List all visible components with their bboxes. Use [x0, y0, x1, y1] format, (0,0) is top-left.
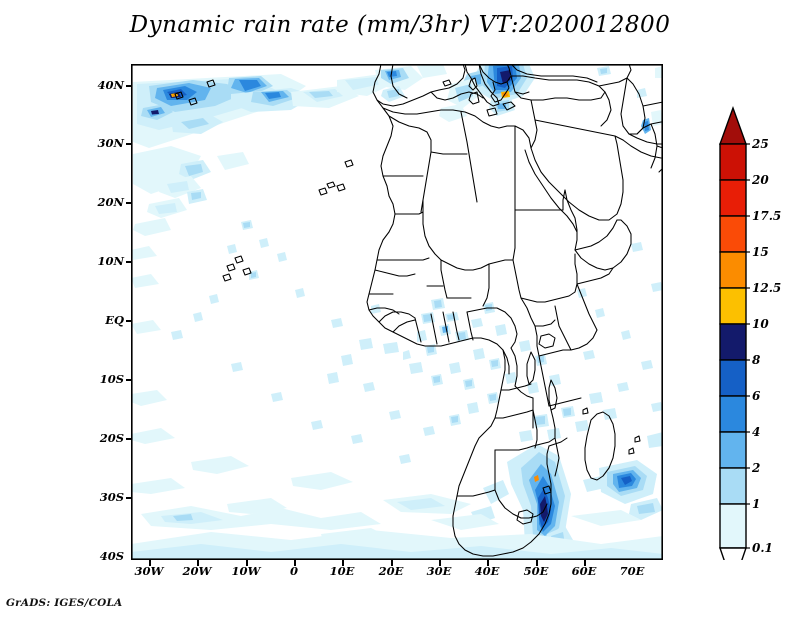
x-tick: [536, 560, 538, 566]
x-tick-label: 20W: [182, 564, 212, 578]
colorbar-segment-15-17.5: [719, 215, 747, 253]
colorbar-segment-12.5-15: [719, 251, 747, 289]
colorbar-ticks: [746, 143, 750, 549]
y-tick-label: 10S: [99, 372, 124, 386]
x-tick: [439, 560, 441, 566]
x-tick-label: 10W: [231, 564, 261, 578]
colorbar-label: 0.1: [752, 541, 773, 555]
colorbar-label: 6: [752, 389, 761, 403]
colorbar-label: 17.5: [752, 209, 782, 223]
colorbar-segment-1-2: [719, 467, 747, 505]
colorbar-segment-8-10: [719, 323, 747, 361]
y-tick-label: 30N: [97, 136, 124, 150]
x-tick: [149, 560, 151, 566]
colorbar-arrow-top: [719, 105, 747, 145]
map-frame: [131, 64, 663, 560]
colorbar-label: 15: [752, 245, 769, 259]
precipitation-field: [131, 64, 663, 560]
y-tick-label: 40S: [99, 549, 124, 563]
x-tick-label: 50E: [523, 564, 549, 578]
colorbar-segment-20-25: [719, 143, 747, 181]
x-tick-label: 60E: [571, 564, 597, 578]
colorbar-segment-0.1-1: [719, 503, 747, 549]
x-tick-label: 10E: [329, 564, 355, 578]
grads-credit: GrADS: IGES/COLA: [6, 597, 123, 609]
y-tick-label: 30S: [99, 490, 124, 504]
colorbar-arrow-bottom: [719, 547, 747, 560]
x-tick-label: 40E: [474, 564, 500, 578]
x-tick-label: 70E: [619, 564, 645, 578]
colorbar[interactable]: 25 20 17.5 15 12.5 10 8 6 4 2 1 0.1: [716, 64, 800, 560]
colorbar-segment-10-12.5: [719, 287, 747, 325]
precip-east-africa: [327, 298, 561, 426]
x-tick-label: 30E: [426, 564, 452, 578]
precip-turkey-caspian: [597, 66, 663, 134]
map-outlines: [174, 64, 663, 557]
colorbar-segment-6-8: [719, 359, 747, 397]
x-tick: [246, 560, 248, 566]
colorbar-segment-17.5-20: [719, 179, 747, 217]
colorbar-label: 25: [752, 137, 769, 151]
colorbar-label: 1: [752, 497, 761, 511]
colorbar-segment-2-4: [719, 431, 747, 469]
y-tick: [126, 438, 132, 440]
precip-southern-ocean: [131, 246, 663, 560]
precip-gulf-guinea: [249, 270, 427, 360]
precip-sw-indian: [583, 432, 663, 520]
x-tick: [391, 560, 393, 566]
y-tick-label: 40N: [97, 78, 124, 92]
y-tick-label: 20S: [99, 431, 124, 445]
map-plot-area[interactable]: [131, 64, 663, 560]
x-tick-label: 20E: [378, 564, 404, 578]
y-tick-label: 10N: [97, 254, 124, 268]
y-tick: [126, 202, 132, 204]
x-tick: [197, 560, 199, 566]
precip-iberia: [375, 64, 447, 102]
y-tick-label: EQ: [105, 313, 124, 327]
colorbar-label: 12.5: [752, 281, 782, 295]
colorbar-label: 8: [752, 353, 761, 367]
y-tick-label: 20N: [97, 195, 124, 209]
precip-scattered-specks: [171, 220, 663, 464]
colorbar-svg: [719, 105, 750, 560]
page-title: Dynamic rain rate (mm/3hr) VT:2020012800: [129, 12, 671, 38]
colorbar-label: 2: [752, 461, 761, 475]
colorbar-label: 10: [752, 317, 769, 331]
y-tick: [126, 320, 132, 322]
x-tick: [342, 560, 344, 566]
map-canvas: [131, 64, 663, 560]
x-tick-label: 0: [289, 564, 299, 578]
colorbar-segment-4-6: [719, 395, 747, 433]
y-tick: [126, 261, 132, 263]
precip-canary: [133, 152, 249, 236]
x-tick: [294, 560, 296, 566]
x-tick: [584, 560, 586, 566]
y-tick: [126, 379, 132, 381]
y-tick: [126, 143, 132, 145]
y-tick: [126, 85, 132, 87]
x-tick: [487, 560, 489, 566]
y-tick: [126, 497, 132, 499]
precip-madagascar: [519, 392, 617, 442]
colorbar-label: 4: [752, 425, 761, 439]
precip-north-atlantic: [133, 74, 393, 194]
colorbar-label: 20: [752, 173, 769, 187]
x-tick-label: 30W: [134, 564, 164, 578]
